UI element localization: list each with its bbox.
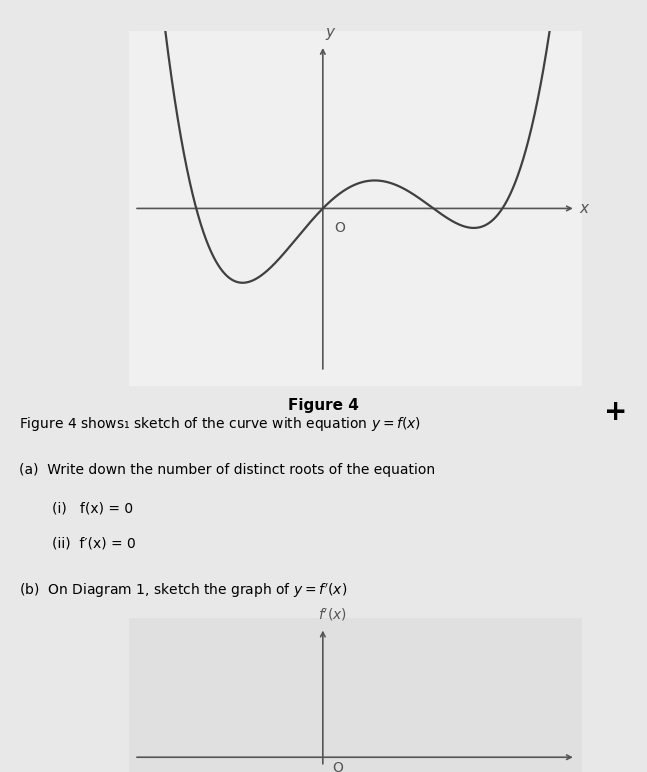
Text: Figure 4 shows₁ sketch of the curve with equation $y = f(x)$: Figure 4 shows₁ sketch of the curve with…: [19, 415, 422, 433]
Text: Figure 4: Figure 4: [288, 398, 359, 412]
Text: $f'(x)$: $f'(x)$: [318, 607, 347, 623]
Text: y: y: [325, 25, 334, 40]
Text: x: x: [580, 201, 589, 216]
Text: (ii)  f′(x) = 0: (ii) f′(x) = 0: [52, 537, 135, 550]
Text: O: O: [333, 760, 343, 772]
Text: +: +: [604, 398, 628, 425]
Text: O: O: [334, 222, 345, 235]
Text: (i)   f(x) = 0: (i) f(x) = 0: [52, 502, 133, 516]
Text: (b)  On Diagram 1, sketch the graph of $y = f'(x)$: (b) On Diagram 1, sketch the graph of $y…: [19, 582, 348, 600]
Text: (a)  Write down the number of distinct roots of the equation: (a) Write down the number of distinct ro…: [19, 463, 435, 477]
